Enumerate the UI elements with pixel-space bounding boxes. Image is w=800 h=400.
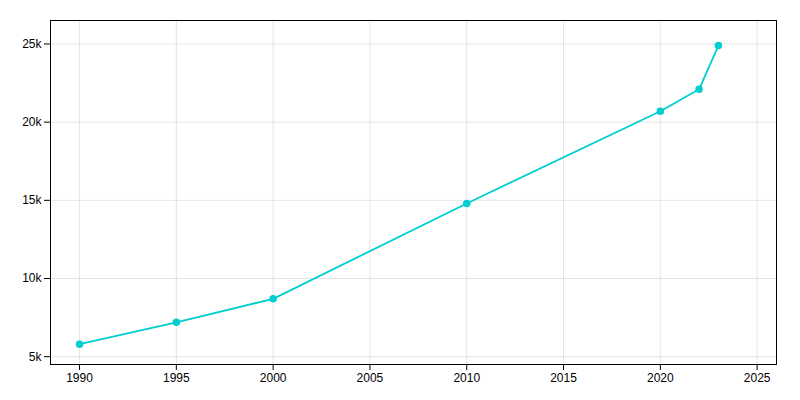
svg-text:2010: 2010: [453, 371, 480, 385]
svg-text:5k: 5k: [29, 350, 43, 364]
svg-text:2015: 2015: [550, 371, 577, 385]
svg-text:2025: 2025: [744, 371, 771, 385]
svg-text:2005: 2005: [357, 371, 384, 385]
svg-text:1990: 1990: [66, 371, 93, 385]
svg-text:10k: 10k: [22, 271, 42, 285]
svg-text:2000: 2000: [260, 371, 287, 385]
svg-text:25k: 25k: [22, 37, 42, 51]
svg-text:15k: 15k: [22, 193, 42, 207]
svg-text:1995: 1995: [163, 371, 190, 385]
svg-text:20k: 20k: [22, 115, 42, 129]
svg-text:2020: 2020: [647, 371, 674, 385]
